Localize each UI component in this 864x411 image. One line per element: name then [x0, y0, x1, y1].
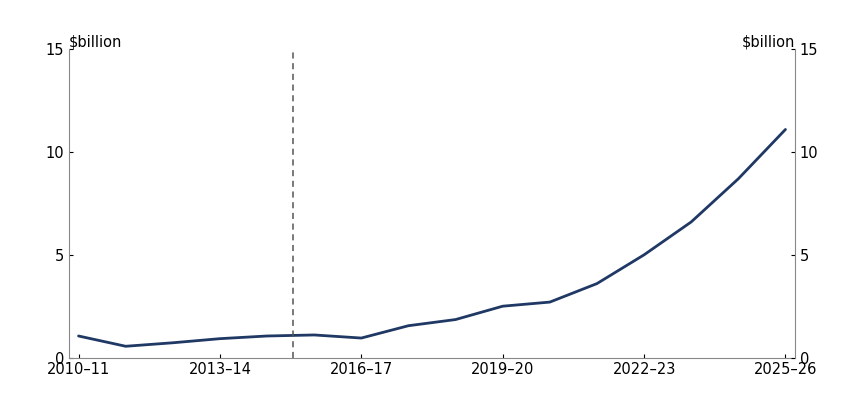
Text: $billion: $billion — [741, 35, 795, 49]
Text: $billion: $billion — [69, 35, 123, 49]
